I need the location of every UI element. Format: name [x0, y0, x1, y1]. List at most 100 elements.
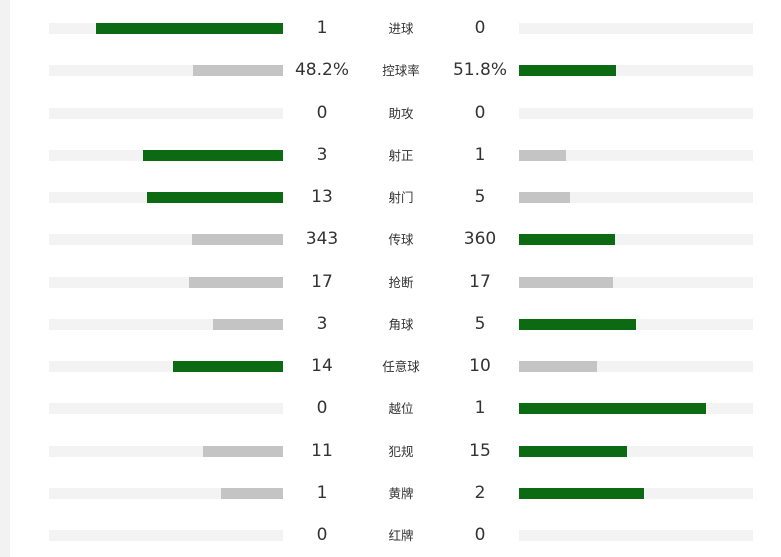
stat-label: 射正 [388, 148, 414, 163]
home-bar-fill [173, 361, 283, 372]
away-value: 10 [469, 356, 491, 376]
away-value: 1 [474, 145, 486, 165]
stat-row: 11 犯规 15 [0, 438, 781, 464]
home-bar-track [49, 403, 283, 414]
stat-label: 角球 [388, 317, 414, 332]
home-bar-track [49, 361, 283, 372]
stat-row: 0 助攻 0 [0, 100, 781, 126]
home-bar-fill [203, 446, 283, 457]
away-value: 51.8% [452, 60, 507, 80]
home-value: 11 [311, 441, 333, 461]
stat-label: 红牌 [388, 528, 414, 543]
stat-row: 13 射门 5 [0, 184, 781, 210]
home-value: 13 [311, 187, 333, 207]
home-bar-track [49, 488, 283, 499]
home-value: 0 [316, 525, 328, 545]
away-value: 1 [474, 398, 486, 418]
home-bar-fill [221, 488, 283, 499]
away-bar-track [519, 361, 753, 372]
stat-row: 3 角球 5 [0, 311, 781, 337]
away-bar-fill [519, 150, 566, 161]
stat-label: 越位 [388, 401, 414, 416]
home-bar-track [49, 108, 283, 119]
home-value: 0 [316, 398, 328, 418]
away-bar-fill [519, 319, 636, 330]
stat-label: 犯规 [388, 444, 414, 459]
home-bar-track [49, 150, 283, 161]
stat-label: 黄牌 [388, 486, 414, 501]
away-value: 0 [474, 18, 486, 38]
stat-label: 传球 [388, 232, 414, 247]
away-bar-track [519, 530, 753, 541]
away-bar-fill [519, 488, 644, 499]
home-bar-fill [193, 65, 283, 76]
home-bar-track [49, 234, 283, 245]
stat-row: 1 黄牌 2 [0, 480, 781, 506]
home-value: 14 [311, 356, 333, 376]
away-bar-fill [519, 192, 570, 203]
home-value: 17 [311, 272, 333, 292]
stat-row: 0 红牌 0 [0, 522, 781, 548]
home-bar-track [49, 23, 283, 34]
home-bar-track [49, 277, 283, 288]
stat-row: 48.2% 控球率 51.8% [0, 57, 781, 83]
stat-row: 1 进球 0 [0, 15, 781, 41]
home-value: 3 [316, 314, 328, 334]
away-value: 5 [474, 187, 486, 207]
away-bar-track [519, 150, 753, 161]
home-bar-fill [147, 192, 283, 203]
stat-label: 抢断 [388, 275, 414, 290]
away-bar-fill [519, 403, 706, 414]
stat-label: 任意球 [382, 359, 420, 374]
away-bar-fill [519, 361, 597, 372]
home-bar-track [49, 530, 283, 541]
away-bar-fill [519, 65, 616, 76]
home-value: 1 [316, 18, 328, 38]
away-bar-track [519, 277, 753, 288]
home-bar-track [49, 319, 283, 330]
away-bar-fill [519, 277, 613, 288]
home-value: 48.2% [294, 60, 349, 80]
stat-row: 0 越位 1 [0, 395, 781, 421]
home-bar-track [49, 192, 283, 203]
away-value: 2 [474, 483, 486, 503]
stat-label: 助攻 [388, 106, 414, 121]
away-bar-track [519, 192, 753, 203]
home-bar-fill [192, 234, 283, 245]
stat-row: 3 射正 1 [0, 142, 781, 168]
away-value: 17 [469, 272, 491, 292]
home-value: 343 [305, 229, 339, 249]
stat-label: 射门 [388, 190, 414, 205]
home-value: 0 [316, 103, 328, 123]
stat-row: 343 传球 360 [0, 226, 781, 252]
stat-label: 进球 [388, 21, 414, 36]
away-bar-track [519, 319, 753, 330]
home-bar-fill [143, 150, 283, 161]
away-value: 360 [463, 229, 497, 249]
away-value: 0 [474, 525, 486, 545]
away-value: 0 [474, 103, 486, 123]
stat-label: 控球率 [382, 63, 420, 78]
home-value: 3 [316, 145, 328, 165]
away-bar-fill [519, 234, 615, 245]
home-bar-track [49, 65, 283, 76]
away-bar-fill [519, 446, 627, 457]
away-bar-track [519, 108, 753, 119]
away-bar-track [519, 446, 753, 457]
stat-row: 17 抢断 17 [0, 269, 781, 295]
away-bar-track [519, 488, 753, 499]
home-bar-fill [213, 319, 283, 330]
home-bar-fill [189, 277, 283, 288]
away-bar-track [519, 234, 753, 245]
away-bar-track [519, 23, 753, 34]
away-value: 15 [469, 441, 491, 461]
away-bar-track [519, 65, 753, 76]
away-bar-track [519, 403, 753, 414]
away-value: 5 [474, 314, 486, 334]
left-rail [0, 0, 10, 557]
home-bar-fill [96, 23, 283, 34]
stat-row: 14 任意球 10 [0, 353, 781, 379]
home-bar-track [49, 446, 283, 457]
home-value: 1 [316, 483, 328, 503]
